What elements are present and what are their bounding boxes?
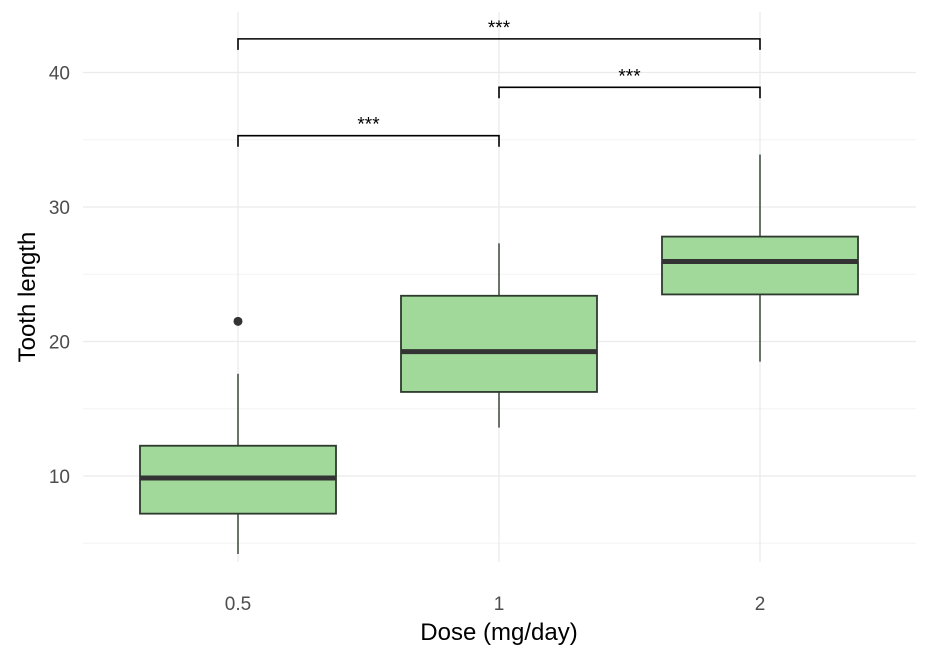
significance-label: *** [488, 18, 511, 39]
x-axis-title: Dose (mg/day) [420, 619, 577, 646]
box-2 [661, 154, 859, 362]
y-tick-label: 10 [49, 467, 70, 488]
x-tick-label: 0.5 [225, 594, 251, 615]
significance-bracket: *** [237, 18, 761, 50]
significance-bracket: *** [498, 66, 761, 99]
box-1 [400, 243, 598, 428]
x-tick-label: 2 [755, 594, 766, 615]
bracket-line [237, 38, 761, 50]
bracket-line [237, 134, 500, 147]
bracket-line [498, 86, 761, 99]
significance-label: *** [357, 115, 380, 136]
y-tick-label: 30 [49, 198, 70, 219]
y-tick-label: 40 [49, 64, 70, 85]
y-tick-label: 20 [49, 333, 70, 354]
boxes-layer [139, 154, 859, 555]
x-axis-ticks: 0.5 1 2 [225, 594, 766, 615]
significance-bracket: *** [237, 115, 500, 147]
outlier-point [233, 316, 243, 326]
x-tick-label: 1 [494, 594, 505, 615]
y-axis-ticks: 10 20 30 40 [49, 64, 70, 489]
significance-label: *** [618, 66, 641, 87]
significance-layer: *** *** *** [237, 18, 761, 147]
y-axis-title: Tooth length [14, 232, 41, 363]
box-0.5 [139, 316, 337, 555]
box-iqr [661, 235, 859, 296]
box-iqr [400, 294, 598, 393]
